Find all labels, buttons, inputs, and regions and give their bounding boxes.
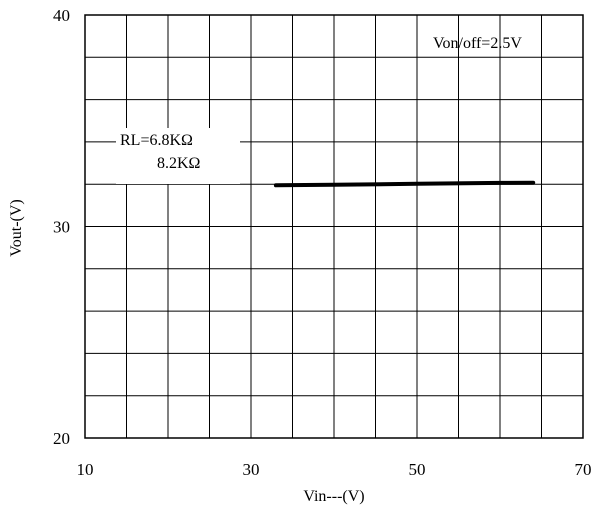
y-tick-labels: 20 30 40	[53, 6, 70, 448]
legend-box	[116, 128, 240, 184]
y-tick-label: 20	[53, 429, 70, 448]
series-group	[273, 180, 536, 188]
x-tick-label: 70	[575, 460, 592, 479]
x-tick-labels: 10 30 50 70	[77, 460, 592, 479]
plot-frame	[84, 14, 584, 439]
x-tick-label: 50	[409, 460, 426, 479]
x-tick-label: 30	[243, 460, 260, 479]
grid	[85, 15, 583, 438]
series-line	[273, 180, 536, 188]
legend-line-2: 8.2KΩ	[157, 155, 201, 172]
y-axis-label: Vout-(V)	[8, 199, 25, 256]
x-axis-label: Vin---(V)	[303, 488, 364, 505]
y-tick-label: 30	[53, 218, 70, 237]
condition-label: Von/off=2.5V	[433, 35, 522, 52]
legend-line-1: RL=6.8KΩ	[120, 132, 193, 149]
y-tick-label: 40	[53, 6, 70, 25]
x-tick-label: 10	[77, 460, 94, 479]
